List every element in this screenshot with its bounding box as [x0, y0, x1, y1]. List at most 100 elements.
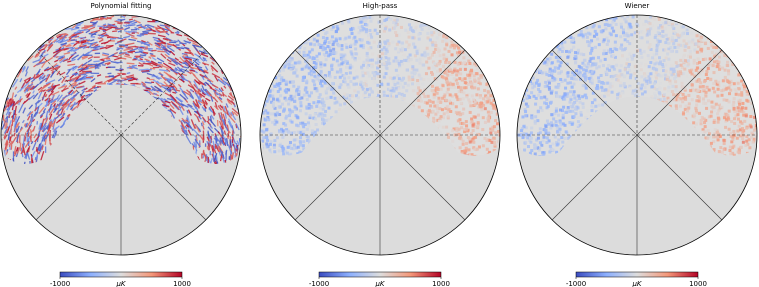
pixel: [392, 60, 395, 63]
pixel: [498, 84, 501, 87]
streak: [38, 31, 41, 34]
pixel: [315, 123, 318, 126]
pixel: [521, 83, 524, 86]
pixel: [353, 89, 356, 92]
pixel: [500, 109, 503, 112]
pixel: [366, 88, 369, 91]
streak: [159, 66, 162, 67]
pixel: [308, 125, 311, 128]
pixel: [491, 27, 494, 30]
pixel: [644, 63, 647, 66]
streak: [6, 27, 11, 35]
pixel: [470, 45, 473, 48]
pixel: [479, 55, 482, 58]
streak: [224, 22, 228, 27]
streak: [194, 31, 198, 36]
pixel: [475, 42, 478, 45]
streak: [206, 38, 211, 45]
pixel: [268, 65, 271, 68]
streak: [17, 60, 22, 66]
pixel: [272, 102, 275, 105]
pixel: [283, 109, 286, 112]
pixel: [268, 19, 271, 22]
streak: [44, 31, 47, 32]
streak: [27, 26, 30, 29]
pixel: [302, 51, 305, 54]
streak: [2, 65, 3, 69]
streak: [217, 28, 223, 32]
streak: [36, 148, 37, 151]
pixel: [494, 131, 497, 134]
pixel: [328, 71, 331, 74]
streak: [33, 35, 40, 38]
pixel: [465, 17, 468, 20]
pixel: [478, 60, 481, 63]
pixel: [306, 135, 309, 138]
streak: [215, 51, 224, 54]
pixel: [446, 74, 449, 77]
pixel: [395, 95, 398, 98]
pixel: [274, 65, 277, 68]
pixel: [279, 33, 282, 36]
pixel: [454, 16, 457, 19]
pixel: [462, 28, 465, 31]
pixel: [417, 92, 420, 95]
pixel: [405, 89, 408, 92]
pixel: [317, 20, 320, 23]
streak: [13, 62, 15, 66]
streak: [98, 13, 103, 15]
pixel: [285, 40, 288, 43]
pixel: [411, 36, 414, 39]
pixel: [298, 97, 301, 100]
streak: [208, 43, 214, 49]
pixel: [458, 22, 461, 25]
pixel: [271, 23, 274, 26]
streak: [133, 58, 137, 59]
pixel: [495, 32, 498, 35]
pixel: [262, 50, 265, 53]
streak: [222, 15, 228, 21]
pixel: [427, 95, 430, 98]
streak: [226, 19, 229, 21]
pixel: [288, 38, 291, 41]
pixel: [464, 81, 467, 84]
map-panel: High-pass-10001000μK: [260, 2, 503, 287]
pixel: [268, 94, 271, 97]
pixel: [261, 129, 264, 132]
pixel: [278, 105, 281, 108]
pixel: [452, 83, 455, 86]
pixel: [439, 16, 442, 19]
streak: [26, 41, 30, 45]
streak: [138, 36, 141, 37]
streak: [63, 25, 67, 29]
pixel: [382, 57, 385, 60]
streak: [229, 57, 237, 61]
pixel: [484, 121, 487, 124]
pixel: [383, 76, 386, 79]
pixel: [481, 32, 484, 35]
pixel: [488, 59, 491, 62]
pixel: [299, 101, 302, 104]
pixel: [459, 15, 462, 18]
streak: [216, 57, 221, 62]
pixel: [361, 71, 364, 74]
pixel: [265, 67, 268, 70]
streak: [2, 82, 3, 90]
pixel: [441, 97, 444, 100]
pixel: [264, 35, 267, 38]
streak: [239, 45, 246, 49]
pixel: [332, 48, 335, 51]
streak: [201, 123, 202, 126]
pixel: [437, 24, 440, 27]
pixel: [414, 46, 417, 49]
pixel: [426, 53, 429, 56]
pixel: [750, 64, 753, 67]
streak: [179, 43, 186, 44]
streak: [27, 25, 33, 28]
pixel: [422, 64, 425, 67]
pixel: [268, 38, 271, 41]
pixel: [460, 90, 463, 93]
streak: [23, 51, 31, 55]
pixel: [454, 21, 457, 24]
pixel: [487, 61, 490, 64]
